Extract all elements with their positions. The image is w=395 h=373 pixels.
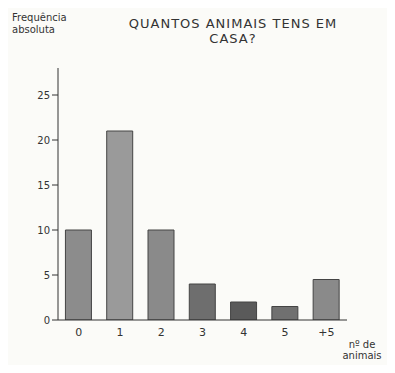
svg-text:+5: +5 <box>318 326 334 339</box>
svg-text:25: 25 <box>37 90 50 101</box>
html-text:nº de animais: nº de animais <box>342 339 382 361</box>
svg-text:15: 15 <box>37 180 50 191</box>
svg-text:4: 4 <box>240 326 247 339</box>
html-text:absoluta: absoluta <box>12 24 55 35</box>
svg-text:5: 5 <box>282 326 289 339</box>
html-text:QUANTOS ANIMAIS TENS EM CASA?: QUANTOS ANIMAIS TENS EM CASA? <box>128 16 338 46</box>
svg-text:1: 1 <box>116 326 123 339</box>
svg-text:0: 0 <box>75 326 82 339</box>
svg-text:0: 0 <box>44 315 50 326</box>
svg-text:3: 3 <box>199 326 206 339</box>
svg-text:2: 2 <box>158 326 165 339</box>
svg-text:20: 20 <box>37 135 50 146</box>
html-text:Frequência: Frequência <box>12 12 67 23</box>
svg-text:5: 5 <box>44 270 50 281</box>
svg-text:10: 10 <box>37 225 50 236</box>
